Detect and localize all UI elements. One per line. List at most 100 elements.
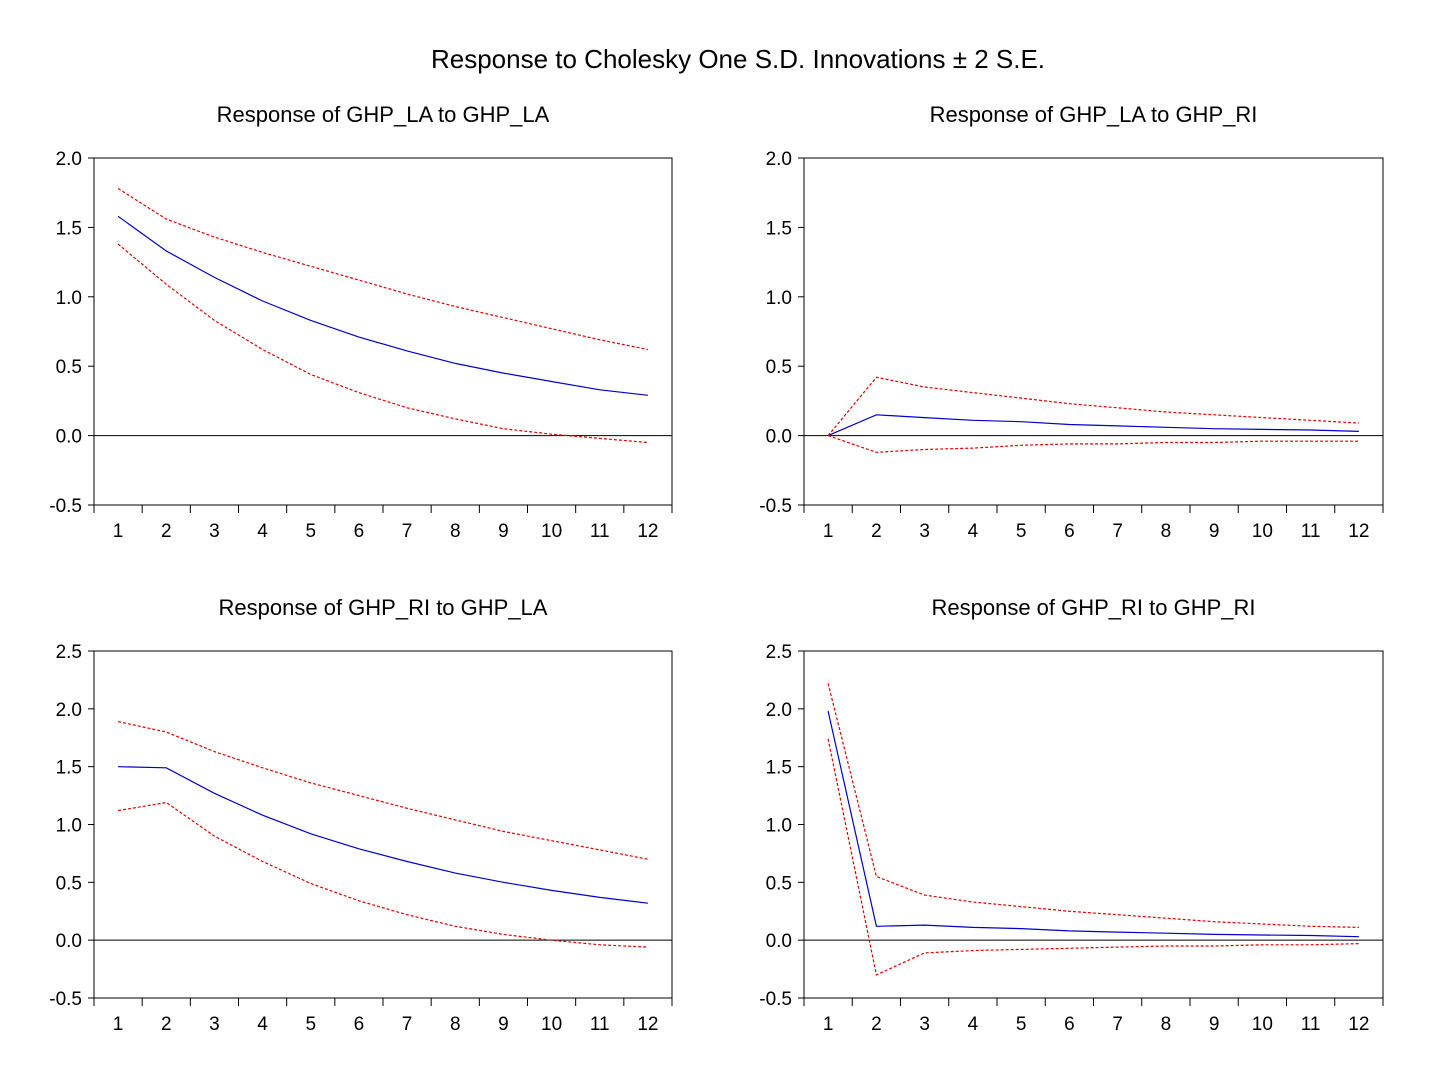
- y-tick-label: 1.0: [766, 816, 792, 837]
- y-tick-label: 1.5: [56, 758, 82, 779]
- x-tick-label: 12: [1348, 1014, 1369, 1035]
- y-tick-label: 1.5: [766, 758, 792, 779]
- x-tick-label: 1: [823, 1014, 834, 1035]
- x-tick-label: 9: [1209, 1014, 1220, 1035]
- x-tick-label: 10: [1252, 521, 1273, 542]
- band-lower-line: [117, 243, 648, 444]
- band-lower-line: [827, 738, 1359, 976]
- band-lower-line: [118, 801, 648, 948]
- x-tick-label: 5: [305, 1014, 316, 1035]
- chart-panel-3: Response of GHP_RI to GHP_LA -0.5 0.0 0.5 1.…: [49, 595, 673, 1035]
- y-tick-label: 0.0: [56, 931, 82, 952]
- x-tick-label: 7: [1112, 521, 1123, 542]
- x-tick-label: 4: [257, 521, 268, 542]
- x-tick-label: 1: [113, 1014, 124, 1035]
- x-tick-label: 9: [1209, 521, 1220, 542]
- response-line: [118, 766, 648, 904]
- y-tick-label: -0.5: [759, 989, 792, 1010]
- x-tick-label: 5: [1016, 1014, 1027, 1035]
- band-upper-line: [827, 683, 1359, 928]
- x-tick-label: 8: [450, 521, 461, 542]
- x-tick-label: 4: [968, 1014, 979, 1035]
- x-tick-label: 12: [637, 1014, 658, 1035]
- x-tick-label: 8: [450, 1014, 461, 1035]
- y-tick-label: 0.0: [56, 427, 82, 448]
- band-upper-line: [117, 721, 649, 860]
- x-tick-label: 12: [1348, 521, 1369, 542]
- y-tick-label: 1.5: [766, 218, 792, 239]
- x-tick-label: 1: [113, 521, 124, 542]
- y-tick-label: -0.5: [49, 496, 82, 517]
- y-tick-label: 2.0: [766, 700, 792, 721]
- x-tick-label: 4: [257, 1014, 268, 1035]
- x-tick-label: 7: [402, 521, 413, 542]
- chart-panel-2: Response of GHP_LA to GHP_RI -0.5 0.0 0.5 1.…: [759, 102, 1384, 542]
- main-title: Response to Cholesky One S.D. Innovation…: [430, 44, 1046, 74]
- x-tick-label: 3: [209, 1014, 220, 1035]
- x-tick-label: 6: [354, 521, 365, 542]
- y-tick-label: 0.5: [56, 357, 82, 378]
- x-tick-label: 11: [590, 521, 610, 542]
- y-tick-label: 2.0: [766, 149, 792, 170]
- x-tick-label: 3: [209, 521, 220, 542]
- x-tick-label: 7: [402, 1014, 413, 1035]
- x-tick-label: 5: [305, 521, 316, 542]
- x-tick-label: 2: [871, 521, 882, 542]
- y-tick-label: 1.0: [766, 288, 792, 309]
- x-tick-label: 11: [1301, 521, 1321, 542]
- band-upper-line: [117, 187, 649, 351]
- x-tick-label: 6: [354, 1014, 365, 1035]
- y-tick-label: 1.5: [56, 218, 82, 239]
- x-tick-label: 12: [637, 521, 658, 542]
- band-upper-line: [827, 376, 1359, 436]
- panel-title: Response of GHP_LA to GHP_RI: [930, 102, 1258, 127]
- y-tick-label: -0.5: [49, 989, 82, 1010]
- y-tick-label: 2.0: [56, 700, 82, 721]
- y-tick-label: 0.5: [56, 873, 82, 894]
- x-tick-label: 4: [968, 521, 979, 542]
- chart-panel-4: Response of GHP_RI to GHP_RI -0.5 0.0 0.5 1.…: [759, 595, 1384, 1035]
- y-tick-label: 0.0: [766, 427, 792, 448]
- plot-frame: [803, 650, 1384, 999]
- x-tick-label: 2: [161, 1014, 172, 1035]
- x-tick-label: 8: [1161, 521, 1172, 542]
- x-tick-label: 10: [541, 1014, 562, 1035]
- x-tick-label: 7: [1112, 1014, 1123, 1035]
- panel-title: Response of GHP_RI to GHP_LA: [219, 595, 548, 620]
- x-tick-label: 3: [919, 1014, 930, 1035]
- x-tick-label: 2: [161, 521, 172, 542]
- plot-frame: [93, 650, 673, 999]
- plot-frame: [803, 157, 1384, 506]
- y-tick-label: -0.5: [759, 496, 792, 517]
- panel-title: Response of GHP_LA to GHP_LA: [217, 102, 550, 127]
- y-tick-label: 2.5: [56, 642, 82, 663]
- x-tick-label: 5: [1016, 521, 1027, 542]
- y-tick-label: 1.0: [56, 288, 82, 309]
- x-tick-label: 10: [1252, 1014, 1273, 1035]
- panel-title: Response of GHP_RI to GHP_RI: [931, 595, 1255, 620]
- x-tick-label: 6: [1064, 521, 1075, 542]
- y-tick-label: 0.5: [766, 357, 792, 378]
- x-tick-label: 10: [541, 521, 562, 542]
- response-line: [827, 710, 1359, 938]
- x-tick-label: 1: [823, 521, 834, 542]
- x-tick-label: 11: [1301, 1014, 1321, 1035]
- x-tick-label: 9: [498, 1014, 509, 1035]
- chart-panel-1: Response of GHP_LA to GHP_LA -0.5 0.0 0.5 1.…: [49, 102, 673, 542]
- y-tick-label: 0.5: [766, 873, 792, 894]
- y-tick-label: 1.0: [56, 816, 82, 837]
- x-tick-label: 9: [498, 521, 509, 542]
- response-line: [827, 414, 1359, 437]
- x-tick-label: 8: [1161, 1014, 1172, 1035]
- response-line: [117, 215, 648, 396]
- y-tick-label: 2.0: [56, 149, 82, 170]
- x-tick-label: 3: [919, 521, 930, 542]
- plot-frame: [93, 157, 673, 506]
- x-tick-label: 6: [1064, 1014, 1075, 1035]
- x-tick-label: 11: [590, 1014, 610, 1035]
- x-tick-label: 2: [871, 1014, 882, 1035]
- band-lower-line: [827, 435, 1359, 453]
- y-tick-label: 0.0: [766, 931, 792, 952]
- y-tick-label: 2.5: [766, 642, 792, 663]
